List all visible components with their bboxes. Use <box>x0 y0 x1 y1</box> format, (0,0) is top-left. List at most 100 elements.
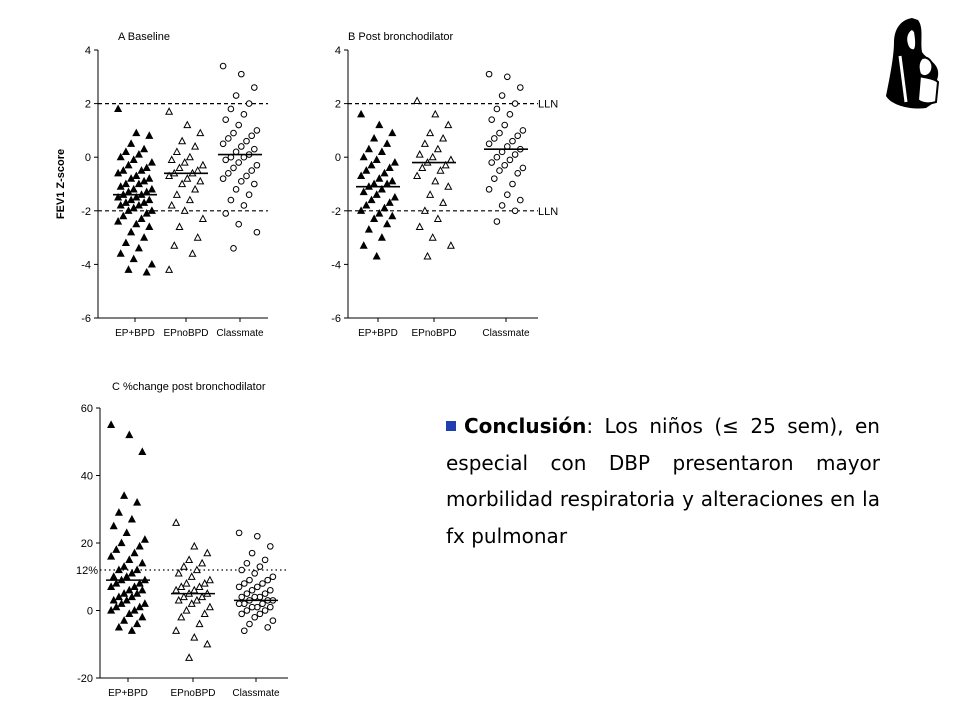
data-point <box>125 555 134 563</box>
x-tick-label: Classmate <box>216 328 264 339</box>
data-point <box>174 568 183 577</box>
y-tick-label: -6 <box>81 313 91 325</box>
data-point <box>235 529 243 537</box>
data-point <box>107 420 116 428</box>
data-point <box>493 153 501 161</box>
y-tick-label: 60 <box>81 403 93 415</box>
data-point <box>267 603 274 611</box>
data-point <box>193 233 202 241</box>
data-point <box>147 184 156 193</box>
data-point <box>170 241 179 249</box>
data-point <box>390 192 399 201</box>
data-point <box>431 176 440 185</box>
x-tick-label: EP+BPD <box>108 688 148 699</box>
data-point <box>370 133 379 142</box>
data-point <box>140 535 149 543</box>
data-point <box>246 620 253 628</box>
data-point <box>420 206 429 214</box>
data-point <box>253 228 261 236</box>
data-point <box>133 619 142 628</box>
data-point <box>251 84 258 91</box>
data-point <box>232 92 240 99</box>
data-point <box>496 129 503 137</box>
data-point <box>245 100 253 107</box>
data-point <box>372 251 381 260</box>
data-point <box>514 132 521 140</box>
conclusion-text: Conclusión: Los niños (≤ 25 sem), en esp… <box>446 408 880 554</box>
data-point <box>506 111 514 118</box>
x-tick-label: EPnoBPD <box>411 328 456 339</box>
data-point <box>444 182 453 190</box>
y-tick-label: 20 <box>81 538 93 550</box>
data-point <box>195 619 204 628</box>
data-point <box>120 562 129 570</box>
data-point <box>147 158 156 166</box>
data-point <box>493 218 501 225</box>
data-point <box>364 144 373 153</box>
data-point <box>253 127 261 134</box>
data-point <box>122 528 131 536</box>
data-point <box>385 163 394 172</box>
data-point <box>230 129 237 137</box>
data-point <box>190 541 199 550</box>
reference-line-label: LLN <box>538 206 558 218</box>
data-point <box>248 549 256 557</box>
data-point <box>205 602 214 611</box>
chart-panel-post-bronchodilator: B Post bronchodilator 4 2 0 -2 -4 -6 LLN LLN EP+B… <box>320 30 580 355</box>
x-tick-label: Classmate <box>232 688 280 699</box>
data-point <box>219 62 227 70</box>
data-point <box>145 195 154 204</box>
data-point <box>357 206 366 214</box>
data-point <box>127 227 136 236</box>
data-point <box>138 558 147 567</box>
data-point <box>129 184 138 193</box>
y-tick-label: 2 <box>335 99 341 111</box>
data-point <box>238 70 245 78</box>
data-point <box>198 214 207 222</box>
data-point <box>120 589 129 597</box>
data-point <box>183 120 192 129</box>
data-point <box>225 169 232 177</box>
x-tick-label: EP+BPD <box>358 328 398 339</box>
data-point <box>117 538 126 547</box>
y-tick-label: -6 <box>331 313 341 325</box>
data-point <box>251 613 258 621</box>
data-point <box>238 143 245 150</box>
data-point <box>517 196 524 204</box>
data-point <box>388 176 397 185</box>
data-point <box>509 180 516 188</box>
data-point <box>359 241 368 249</box>
data-point <box>251 593 258 601</box>
data-point <box>185 653 194 661</box>
data-point <box>243 559 251 567</box>
data-point <box>504 191 511 199</box>
data-point <box>114 217 123 225</box>
data-point <box>485 140 493 148</box>
data-point <box>109 521 118 530</box>
data-point <box>238 566 245 574</box>
x-tick-label: Classmate <box>482 328 530 339</box>
data-point <box>377 147 386 155</box>
data-point <box>248 167 255 174</box>
data-point <box>147 206 156 214</box>
y-tick-label: -20 <box>77 673 93 685</box>
data-point <box>259 580 266 587</box>
data-point <box>493 105 501 113</box>
data-point <box>180 158 189 166</box>
data-point <box>117 599 126 607</box>
data-point <box>114 508 123 516</box>
data-point <box>165 265 174 273</box>
data-point <box>175 222 184 230</box>
data-point <box>178 136 187 145</box>
data-point <box>140 144 149 153</box>
data-point <box>114 565 123 574</box>
data-point <box>114 592 123 601</box>
data-point <box>119 211 128 220</box>
data-point <box>129 155 138 163</box>
data-point <box>142 163 151 172</box>
y-tick-label: 40 <box>81 471 93 483</box>
data-point <box>426 190 435 198</box>
data-point <box>511 151 519 158</box>
data-point <box>132 192 141 201</box>
data-point <box>514 169 521 177</box>
